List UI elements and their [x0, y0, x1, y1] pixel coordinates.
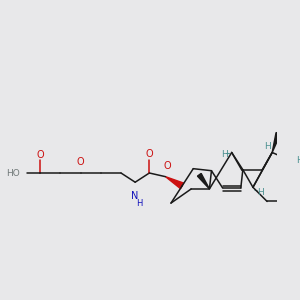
Text: H: H — [257, 188, 264, 197]
Text: O: O — [164, 160, 171, 171]
Polygon shape — [166, 177, 184, 189]
Text: N: N — [131, 191, 139, 201]
Polygon shape — [272, 133, 281, 152]
Text: O: O — [146, 149, 153, 159]
Text: O: O — [77, 157, 84, 167]
Text: O: O — [36, 150, 44, 160]
Text: H: H — [296, 156, 300, 165]
Text: H: H — [264, 142, 271, 152]
Polygon shape — [197, 173, 209, 189]
Text: H: H — [221, 150, 228, 159]
Text: HO: HO — [6, 169, 20, 178]
Text: H: H — [136, 199, 143, 208]
